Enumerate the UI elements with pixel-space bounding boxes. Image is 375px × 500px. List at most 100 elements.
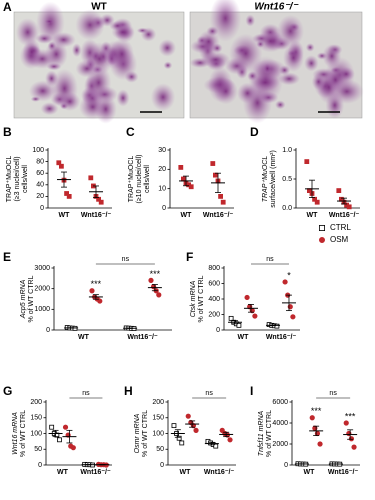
y-tick-label: 20 [158, 166, 166, 173]
x-tick-label: Wnt16⁻/⁻ [81, 212, 112, 219]
legend-marker [318, 224, 325, 231]
stain [59, 92, 81, 111]
data-point [236, 322, 242, 328]
stain [245, 14, 256, 27]
y-axis-title: % of WT CTRL [142, 410, 149, 457]
y-tick-label: 0 [284, 462, 288, 469]
significance: * [287, 270, 291, 280]
data-point [70, 445, 76, 451]
data-point [220, 199, 226, 205]
y-tick-label: 0 [40, 205, 44, 212]
bracket-label: ns [266, 256, 274, 263]
x-tick-label: Wnt16⁻/⁻ [204, 469, 235, 476]
y-tick-label: 60 [36, 170, 44, 177]
stain [109, 38, 135, 70]
y-tick-label: 50 [156, 446, 164, 453]
y-tick-label: 150 [30, 415, 42, 422]
y-axis-title: % of WT CTRL [266, 410, 273, 457]
y-tick-label: 4000 [272, 420, 288, 427]
x-tick-label: Wnt16⁻/⁻ [328, 469, 359, 476]
y-axis-title: (≥3 nuclei/cell) [14, 156, 21, 201]
x-tick-label: WT [78, 334, 90, 341]
y-tick-label: 0 [162, 205, 166, 212]
y-tick-label: 20 [36, 193, 44, 200]
data-point [212, 172, 218, 178]
data-point [227, 437, 233, 443]
y-tick-label: 1000 [34, 306, 50, 313]
stain [116, 89, 130, 107]
panel-label: C [126, 125, 135, 139]
data-point [56, 160, 62, 166]
y-tick-label: 2000 [272, 441, 288, 448]
stain [140, 27, 157, 42]
significance: *** [150, 269, 161, 279]
data-point [336, 188, 342, 194]
y-axis-title: % of WT CTRL [198, 275, 205, 322]
stain [229, 33, 263, 74]
y-axis-title: (≥10 nuclei/cell) [136, 155, 143, 204]
stain [40, 102, 59, 116]
x-tick-label: Wnt16⁻/⁻ [329, 212, 360, 219]
y-tick-label: 6000 [272, 399, 288, 406]
stain [211, 43, 223, 54]
micrograph-texture [15, 0, 364, 124]
panel-label: D [250, 125, 259, 139]
x-tick-label: WT [180, 469, 192, 476]
x-tick-label: WT [181, 212, 193, 219]
y-tick-label: 200 [152, 399, 164, 406]
data-point [97, 298, 103, 304]
x-tick-label: Wnt16⁻/⁻ [203, 212, 234, 219]
data-point [314, 199, 320, 205]
x-tick-label: Wnt16⁻/⁻ [266, 334, 297, 341]
panel-label: F [186, 250, 193, 264]
stain [94, 94, 117, 124]
y-tick-label: 200 [30, 399, 42, 406]
y-tick-label: 0.5 [282, 176, 292, 183]
panel-label: B [3, 125, 12, 139]
y-tick-label: 0.0 [282, 205, 292, 212]
panel-label: E [3, 250, 11, 264]
data-point [178, 164, 184, 170]
data-point [179, 440, 185, 446]
y-axis-title: cells/well [144, 165, 151, 193]
data-point [210, 161, 216, 166]
stain [278, 72, 301, 86]
data-point [290, 314, 296, 320]
y-tick-label: 50 [34, 446, 42, 453]
y-tick-label: 150 [152, 415, 164, 422]
y-axis-title: TRAP⁺MuOCL [6, 156, 13, 203]
significance: *** [345, 411, 356, 421]
stain [46, 62, 62, 71]
stain [275, 100, 286, 110]
data-point [228, 315, 234, 321]
y-tick-label: 0 [38, 462, 42, 469]
data-point [218, 193, 224, 199]
x-tick-label: WT [304, 469, 316, 476]
y-tick-label: 0 [46, 327, 50, 334]
data-point [148, 277, 154, 283]
y-axis-title: % of WT CTRL [28, 275, 35, 322]
data-point [185, 413, 191, 419]
y-tick-label: 400 [208, 296, 220, 303]
stain [30, 96, 41, 102]
data-point [244, 294, 250, 301]
bracket-label: ns [122, 256, 130, 263]
significance: *** [91, 279, 102, 289]
stain [247, 70, 258, 82]
data-point [59, 163, 64, 169]
y-axis-title: Osmr mRNA [134, 413, 141, 453]
stain [47, 41, 57, 51]
y-axis-title: Acp5 mRNA [20, 279, 27, 319]
x-tick-label: Wnt16⁻/⁻ [80, 469, 111, 476]
stain [283, 43, 304, 72]
y-tick-label: 30 [158, 147, 166, 154]
data-point [213, 443, 219, 449]
data-point [49, 424, 55, 430]
data-point [66, 193, 72, 199]
stain [237, 82, 258, 104]
stain [111, 24, 135, 40]
stain [304, 55, 319, 72]
y-tick-label: 1.0 [282, 147, 292, 154]
stain [150, 83, 176, 112]
